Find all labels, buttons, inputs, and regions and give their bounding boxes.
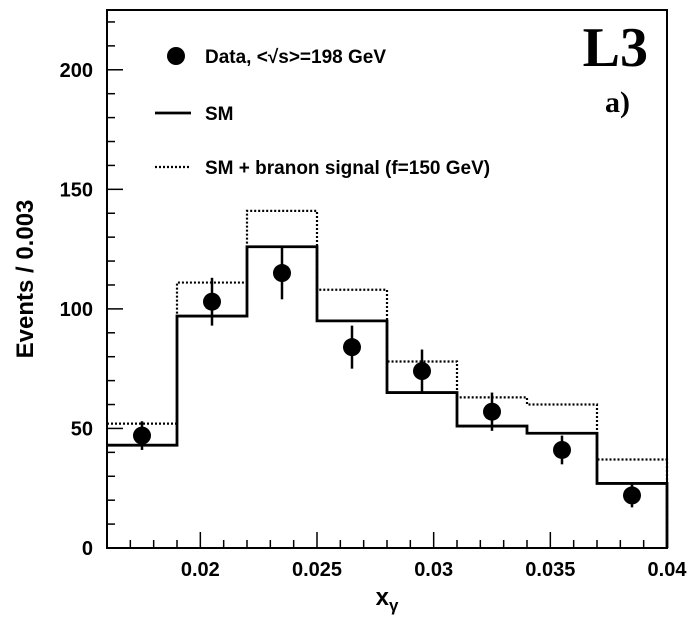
y-axis-ticks: 0 50 100 150 200 (60, 21, 123, 560)
data-marker (623, 486, 641, 505)
data-point (553, 435, 571, 465)
y-tick-label: 0 (82, 538, 93, 560)
y-tick-label: 150 (60, 179, 93, 201)
legend-branon-label: SM + branon signal (f=150 GeV) (205, 158, 490, 179)
data-points (133, 246, 641, 508)
data-marker (343, 338, 361, 357)
data-marker (203, 292, 221, 311)
x-axis-title-subscript: γ (389, 596, 399, 615)
x-tick-label: 0.035 (525, 559, 575, 581)
data-point (343, 325, 361, 369)
y-axis-title: Events / 0.003 (12, 200, 39, 359)
data-marker (553, 440, 571, 459)
data-point (483, 392, 501, 431)
panel-label: a) (605, 86, 630, 119)
data-marker (483, 402, 501, 421)
y-tick-label: 50 (71, 418, 93, 440)
data-point (273, 246, 291, 300)
sm-histogram (107, 245, 669, 548)
experiment-label: L3 (583, 17, 648, 79)
legend-data-marker (167, 47, 185, 65)
legend: Data, <√s>=198 GeV SM SM + branon signal… (155, 47, 490, 179)
legend-sm-label: SM (205, 104, 234, 125)
data-point (413, 349, 431, 393)
plot-frame (106, 9, 668, 549)
data-marker (413, 362, 431, 381)
data-point (623, 483, 641, 508)
data-point (203, 277, 221, 326)
x-tick-label: 0.025 (292, 559, 342, 581)
x-tick-label: 0.03 (414, 559, 453, 581)
data-point (133, 421, 151, 450)
x-axis-ticks: 0.02 0.025 0.03 0.035 0.04 (106, 532, 688, 581)
x-axis-title-main: x (376, 584, 390, 611)
sm-plus-branon-histogram (107, 209, 669, 548)
x-tick-label: 0.04 (648, 559, 688, 581)
y-tick-label: 100 (60, 299, 93, 321)
y-tick-label: 200 (60, 60, 93, 82)
data-marker (273, 264, 291, 283)
data-marker (133, 426, 151, 445)
x-axis-title: xγ (376, 584, 399, 615)
legend-data-label: Data, <√s>=198 GeV (205, 47, 386, 68)
x-tick-label: 0.02 (181, 559, 220, 581)
